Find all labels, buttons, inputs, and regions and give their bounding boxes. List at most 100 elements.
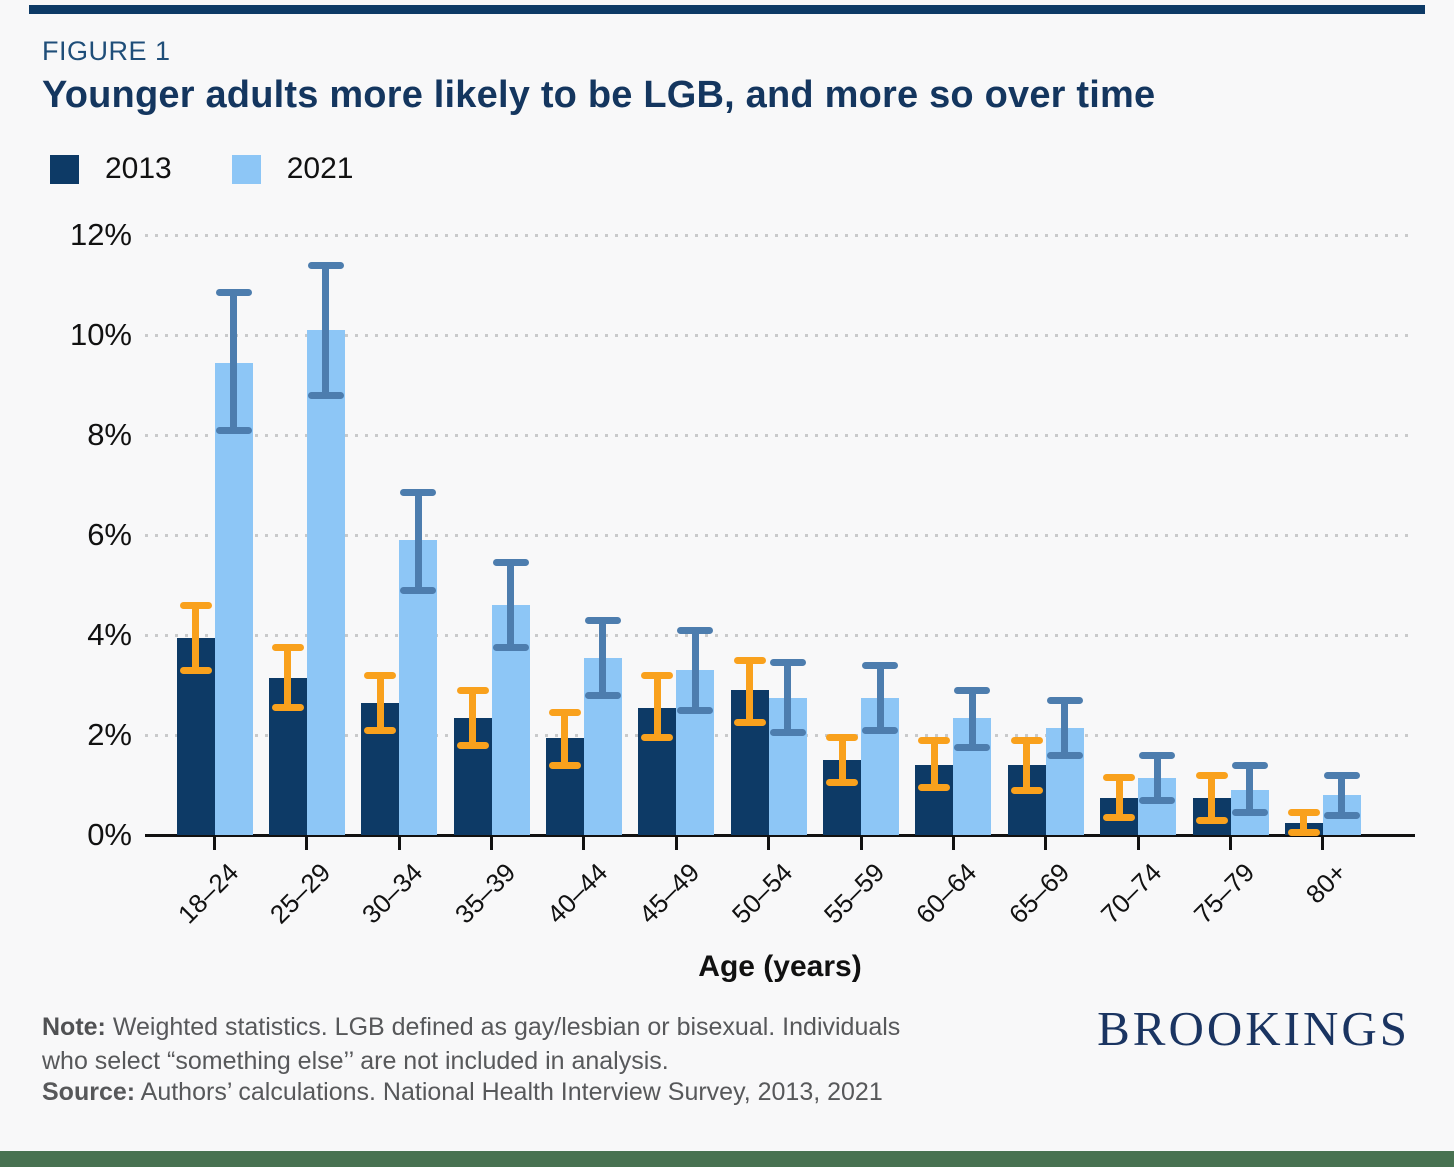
error-bar-2021-50–54 [784, 662, 792, 733]
error-bar-2013-18–24 [192, 605, 199, 670]
error-cap-low-2021-50–54 [769, 729, 806, 736]
error-cap-low-2013-35–39 [456, 741, 489, 749]
gridline-8% [145, 434, 1415, 437]
x-axis-tick [951, 836, 955, 850]
error-cap-high-2013-18–24 [179, 601, 212, 609]
error-cap-high-2021-50–54 [769, 659, 806, 666]
error-cap-high-2013-25–29 [271, 644, 304, 651]
error-cap-high-2013-45–49 [641, 671, 674, 679]
error-bar-2013-70–74 [1115, 777, 1123, 818]
x-axis-tick [1136, 836, 1140, 850]
y-axis-tick-label: 12% [69, 217, 132, 252]
error-cap-low-2013-75–79 [1195, 816, 1228, 824]
error-cap-high-2021-18–24 [215, 289, 252, 296]
error-cap-low-2013-55–59 [826, 779, 859, 786]
error-cap-low-2013-80+ [1287, 829, 1320, 836]
error-bar-2013-60–64 [930, 740, 938, 788]
error-bar-2021-60–64 [968, 690, 976, 748]
error-cap-low-2013-65–69 [1010, 786, 1043, 794]
x-axis-tick [1321, 836, 1325, 850]
x-axis-line [145, 834, 1415, 837]
error-cap-low-2021-30–34 [400, 586, 437, 594]
error-cap-low-2013-70–74 [1103, 814, 1136, 821]
error-cap-high-2013-60–64 [918, 736, 951, 744]
y-axis-tick-label: 6% [87, 517, 132, 552]
legend-swatch-2013 [50, 154, 79, 184]
note-body: Weighted statistics. LGB defined as gay/… [42, 1013, 901, 1075]
error-bar-2021-65–69 [1061, 700, 1069, 755]
bar-2021-25–29 [306, 330, 345, 835]
error-bar-2013-25–29 [284, 647, 292, 708]
error-bar-2021-18–24 [230, 292, 237, 430]
error-cap-low-2021-45–49 [677, 706, 714, 714]
x-axis-title: Age (years) [698, 950, 862, 983]
error-bar-2021-70–74 [1153, 755, 1161, 800]
error-cap-low-2021-18–24 [215, 426, 252, 434]
error-bar-2021-55–59 [876, 665, 884, 730]
bottom-accent-bar [0, 1151, 1454, 1167]
error-cap-low-2021-80+ [1323, 811, 1360, 819]
x-axis-tick [582, 836, 586, 850]
x-axis-tick [1044, 836, 1048, 850]
error-cap-high-2021-40–44 [584, 616, 621, 624]
error-bar-2013-45–49 [653, 675, 661, 738]
legend-label-2021: 2021 [286, 152, 354, 185]
error-cap-high-2021-80+ [1323, 771, 1360, 779]
error-cap-high-2013-65–69 [1010, 736, 1043, 744]
legend-label-2013: 2013 [105, 152, 172, 185]
y-axis-tick-label: 4% [87, 617, 132, 652]
x-axis-tick [490, 836, 494, 850]
error-bar-2021-25–29 [322, 265, 330, 395]
source-body: Authors’ calculations. National Health I… [135, 1078, 883, 1106]
gridline-4% [145, 634, 1415, 637]
error-bar-2021-30–34 [414, 492, 422, 590]
x-axis-tick [305, 836, 309, 850]
y-axis-tick-label: 2% [87, 717, 132, 752]
y-axis-tick-label: 10% [69, 317, 132, 352]
legend-item-2021: 2021 [231, 152, 354, 186]
error-bar-2013-50–54 [746, 660, 754, 723]
error-cap-low-2021-35–39 [492, 644, 529, 651]
error-cap-high-2021-60–64 [954, 686, 991, 694]
x-axis-tick [767, 836, 771, 850]
error-bar-2013-65–69 [1023, 740, 1031, 790]
error-cap-low-2013-40–44 [548, 761, 581, 769]
y-axis-tick-label: 8% [87, 417, 132, 452]
error-bar-2013-75–79 [1208, 775, 1216, 820]
error-bar-2013-35–39 [469, 690, 477, 745]
error-cap-low-2013-60–64 [918, 784, 951, 791]
error-cap-low-2021-40–44 [584, 691, 621, 699]
error-cap-high-2021-45–49 [677, 626, 714, 634]
error-bar-2013-80+ [1300, 812, 1308, 833]
error-bar-2013-30–34 [376, 675, 384, 730]
error-cap-high-2021-75–79 [1231, 761, 1268, 769]
error-cap-high-2013-50–54 [733, 656, 766, 664]
error-cap-low-2021-70–74 [1139, 796, 1176, 804]
legend: 2013 2021 [50, 152, 354, 186]
x-axis-tick [1229, 836, 1233, 850]
error-bar-2013-55–59 [838, 737, 846, 783]
error-cap-high-2021-70–74 [1139, 751, 1176, 759]
error-cap-high-2013-40–44 [548, 709, 581, 716]
error-cap-low-2021-25–29 [307, 391, 344, 399]
x-axis-tick [397, 836, 401, 850]
error-cap-high-2021-55–59 [862, 661, 899, 669]
error-bar-2013-40–44 [561, 712, 569, 765]
error-bar-2021-40–44 [599, 620, 607, 695]
x-axis-tick [859, 836, 863, 850]
error-cap-low-2013-25–29 [271, 704, 304, 711]
bar-2021-18–24 [214, 362, 253, 835]
x-axis-tick [674, 836, 678, 850]
error-cap-low-2013-45–49 [641, 734, 674, 741]
gridline-12% [145, 234, 1415, 237]
error-cap-high-2013-35–39 [456, 686, 489, 694]
error-bar-2021-45–49 [691, 630, 699, 710]
error-cap-high-2021-30–34 [400, 489, 437, 496]
error-cap-high-2021-25–29 [307, 261, 344, 269]
legend-item-2013: 2013 [50, 152, 172, 186]
legend-swatch-2021 [231, 154, 261, 184]
error-cap-high-2021-65–69 [1046, 696, 1083, 704]
error-bar-2021-35–39 [507, 562, 515, 648]
gridline-6% [145, 534, 1415, 537]
error-cap-high-2013-55–59 [826, 734, 859, 741]
